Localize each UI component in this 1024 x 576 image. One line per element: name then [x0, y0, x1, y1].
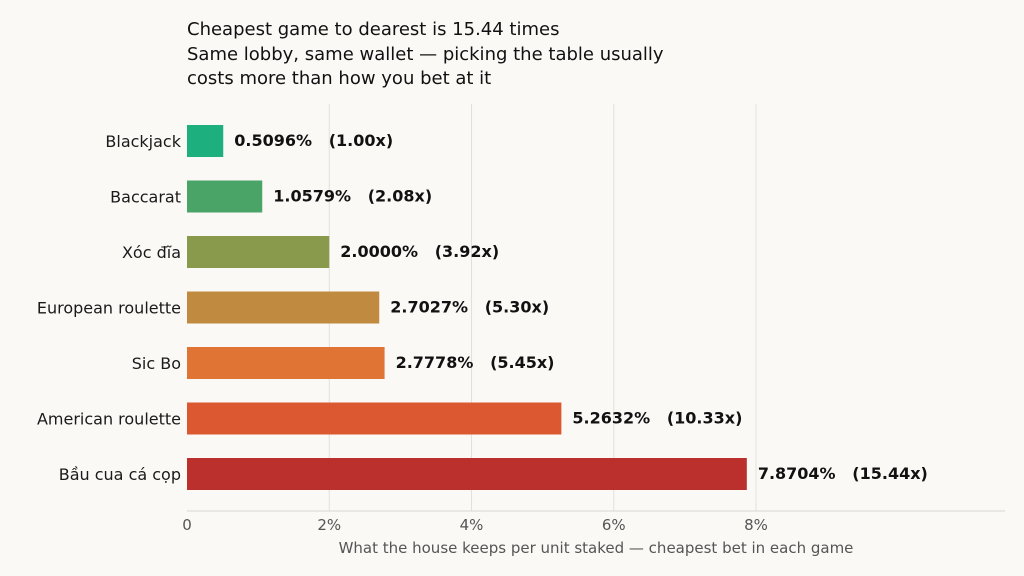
category-label: American roulette [37, 410, 181, 429]
title-line-3: costs more than how you bet at it [187, 68, 491, 89]
x-tick-label: 4% [460, 516, 484, 534]
category-label: Bầu cua cá cọp [59, 465, 181, 484]
category-label: European roulette [37, 299, 181, 318]
bar [187, 402, 562, 435]
x-tick-label: 0 [182, 516, 192, 534]
x-axis-title: What the house keeps per unit staked — c… [339, 539, 854, 557]
data-label: 2.7778% (5.45x) [396, 353, 555, 372]
x-tick-label: 8% [744, 516, 768, 534]
x-tick-label: 6% [602, 516, 626, 534]
data-label: 0.5096% (1.00x) [234, 131, 393, 150]
x-tick-labels: 0 2% 4% 6% 8% [182, 516, 768, 534]
category-labels: Blackjack Baccarat Xóc đĩa European roulett… [37, 132, 182, 484]
bar [187, 125, 224, 157]
bar [187, 347, 385, 379]
title-line-1: Cheapest game to dearest is 15.44 times [187, 19, 559, 40]
category-label: Sic Bo [132, 354, 181, 373]
data-label: 1.0579% (2.08x) [273, 187, 432, 206]
data-label: 2.0000% (3.92x) [340, 242, 499, 261]
bars [187, 125, 747, 490]
category-label: Xóc đĩa [122, 243, 181, 262]
chart-title: Cheapest game to dearest is 15.44 times … [187, 19, 664, 89]
bar [187, 291, 380, 324]
category-label: Baccarat [110, 188, 181, 207]
x-tick-label: 2% [317, 516, 341, 534]
data-label: 7.8704% (15.44x) [758, 464, 928, 483]
data-label: 2.7027% (5.30x) [390, 298, 549, 317]
category-label: Blackjack [105, 132, 181, 151]
bar [187, 458, 747, 490]
data-labels: 0.5096% (1.00x) 1.0579% (2.08x) 2.0000% (3… [234, 131, 928, 483]
bar [187, 236, 330, 268]
data-label: 5.2632% (10.33x) [572, 409, 742, 428]
title-line-2: Same lobby, same wallet — picking the ta… [187, 44, 664, 65]
bar [187, 180, 263, 213]
